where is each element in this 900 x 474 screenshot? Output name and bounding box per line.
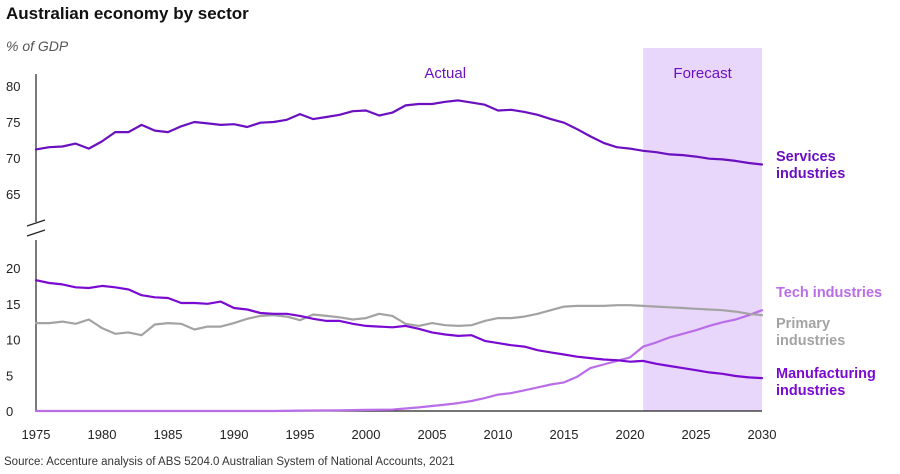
manufacturing-industries-line xyxy=(34,279,764,380)
x-tick-label: 2030 xyxy=(748,427,777,442)
region-label-forecast: Forecast xyxy=(673,65,732,82)
y-tick-label: 20 xyxy=(6,261,20,276)
x-tick-label: 2025 xyxy=(682,427,711,442)
chart-title: Australian economy by sector xyxy=(6,4,249,23)
y-tick-label: 80 xyxy=(6,79,20,94)
chart-source: Source: Accenture analysis of ABS 5204.0… xyxy=(4,456,455,468)
x-tick-label: 2015 xyxy=(550,427,579,442)
primary-industries-line xyxy=(34,304,764,337)
region-label-actual: Actual xyxy=(424,65,466,82)
chart-subtitle: % of GDP xyxy=(6,38,69,54)
y-tick-label: 10 xyxy=(6,333,20,348)
x-tick-label: 1990 xyxy=(220,427,249,442)
y-tick-label: 75 xyxy=(6,115,20,130)
x-tick-label: 1975 xyxy=(22,427,51,442)
x-tick-label: 2000 xyxy=(352,427,381,442)
x-tick-label: 1995 xyxy=(286,427,315,442)
services-industries-label: Services industries xyxy=(776,149,845,182)
y-tick-label: 5 xyxy=(6,368,13,383)
x-tick-label: 1980 xyxy=(88,427,117,442)
y-tick-label: 0 xyxy=(6,404,13,419)
primary-industries-label: Primary industries xyxy=(776,316,845,349)
y-tick-label: 15 xyxy=(6,297,20,312)
x-tick-label: 2005 xyxy=(418,427,447,442)
tech-industries-line xyxy=(34,309,764,413)
tech-industries-label: Tech industries xyxy=(776,285,882,301)
x-tick-label: 2020 xyxy=(616,427,645,442)
y-tick-label: 65 xyxy=(6,187,20,202)
y-tick-label: 70 xyxy=(6,151,20,166)
manufacturing-industries-label: Manufacturing industries xyxy=(776,366,876,399)
axis-break-mark xyxy=(26,229,46,237)
x-tick-label: 1985 xyxy=(154,427,183,442)
forecast-band xyxy=(643,48,762,411)
axis-break-mark xyxy=(26,219,46,227)
x-tick-label: 2010 xyxy=(484,427,513,442)
services-industries-line xyxy=(34,99,764,166)
